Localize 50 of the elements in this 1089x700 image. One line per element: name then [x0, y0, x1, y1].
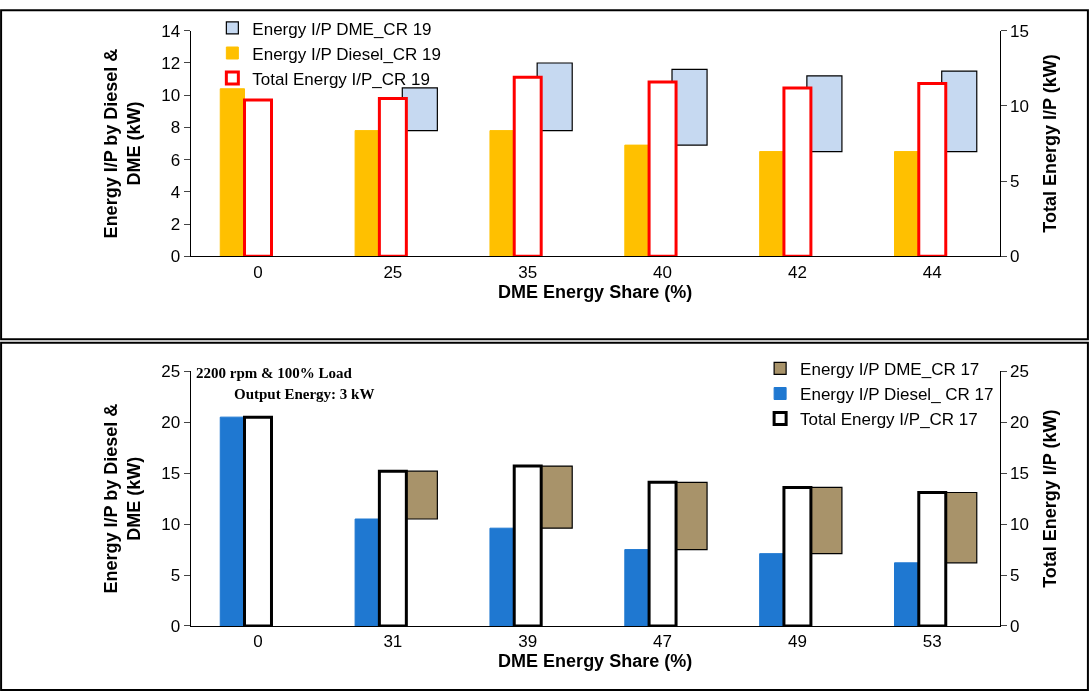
annotation: 2200 rpm & 100% Load: [196, 365, 353, 381]
y-axis-title: Energy I/P by Diesel & DME (kW): [101, 48, 145, 239]
y2-tick-label: 25: [1010, 362, 1030, 382]
y2-tick-label: 5: [1010, 172, 1020, 192]
y-tick-label: 5: [170, 566, 181, 585]
y2-tick-label: 15: [1010, 21, 1030, 41]
y-tick-label: 10: [161, 515, 181, 535]
y-tick-label: 6: [170, 150, 181, 170]
y2-tick-label: 20: [1010, 413, 1030, 433]
y2-tick-label: 10: [1010, 96, 1030, 116]
y-tick-label: 12: [161, 53, 181, 73]
x-axis-title: DME Energy Share (%): [498, 651, 693, 672]
y2-tick-label: 15: [1010, 464, 1030, 484]
x-tick-label: 25: [383, 262, 403, 282]
y-tick-label: 15: [161, 464, 181, 484]
y2-tick-label: 0: [1010, 616, 1020, 636]
y-tick-label: 0: [170, 247, 181, 267]
y2-tick-label: 0: [1010, 247, 1020, 267]
x-tick-label: 35: [518, 262, 538, 282]
y2-axis-title: Total Energy I/P (kW): [1040, 54, 1061, 233]
y-tick-label: 25: [161, 362, 181, 382]
x-tick-label: 31: [383, 632, 403, 652]
y-tick-label: 20: [161, 413, 181, 433]
legend-label: Energy I/P DME_CR 19: [252, 19, 432, 39]
x-tick-label: 44: [922, 262, 942, 282]
legend-label: Energy I/P Diesel_ CR 17: [800, 385, 994, 405]
x-tick-label: 47: [653, 632, 673, 652]
legend-label: Total Energy I/P_CR 17: [800, 410, 978, 430]
x-axis-title: DME Energy Share (%): [498, 281, 693, 302]
x-tick-label: 39: [518, 632, 538, 652]
y-tick-label: 8: [170, 118, 181, 138]
x-tick-label: 53: [922, 632, 942, 652]
x-tick-label: 40: [653, 262, 673, 282]
annotation: Output Energy: 3 kW: [234, 386, 375, 402]
y-tick-label: 2: [170, 214, 181, 234]
y2-tick-label: 5: [1010, 566, 1020, 585]
y-tick-label: 4: [170, 182, 181, 202]
x-tick-label: 0: [253, 262, 263, 282]
y-tick-label: 0: [170, 616, 181, 636]
x-tick-label: 42: [787, 262, 807, 282]
legend-label: Energy I/P Diesel_CR 19: [252, 44, 442, 64]
x-tick-label: 0: [253, 632, 263, 652]
legend-label: Energy I/P DME_CR 17: [800, 360, 980, 380]
legend-label: Total Energy I/P_CR 19: [252, 69, 431, 89]
y2-axis-title: Total Energy I/P (kW): [1040, 409, 1061, 588]
y-tick-label: 14: [161, 21, 181, 41]
y-tick-label: 10: [161, 86, 181, 106]
x-tick-label: 49: [787, 632, 807, 652]
y2-tick-label: 10: [1010, 515, 1030, 535]
y-axis-title: Energy I/P by Diesel & DME (kW): [101, 403, 145, 594]
